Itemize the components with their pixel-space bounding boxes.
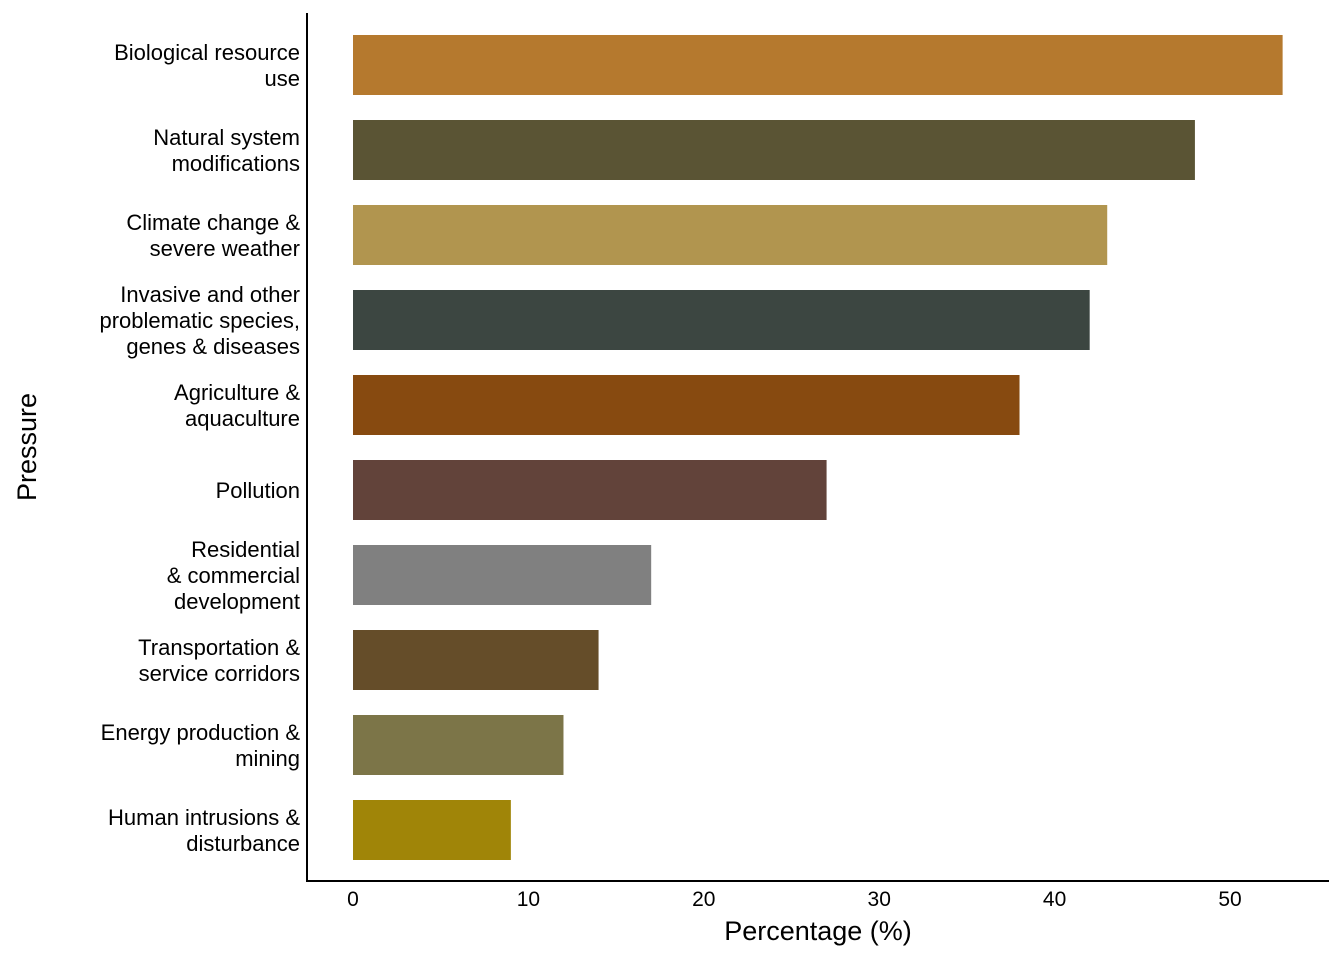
- x-axis-title: Percentage (%): [724, 916, 912, 946]
- category-label: Human intrusions &: [108, 805, 300, 830]
- bar: [353, 290, 1090, 350]
- bar: [353, 715, 564, 775]
- category-label: Residential: [191, 537, 300, 562]
- x-tick-label: 50: [1218, 888, 1241, 911]
- category-label: service corridors: [139, 661, 300, 686]
- category-label: Natural system: [153, 125, 300, 150]
- bar: [353, 35, 1283, 95]
- category-label: Pollution: [216, 478, 300, 503]
- bar: [353, 120, 1195, 180]
- category-label: Transportation &: [138, 635, 300, 660]
- bar: [353, 800, 511, 860]
- category-label: Climate change &: [126, 210, 300, 235]
- category-label: aquaculture: [185, 406, 300, 431]
- category-label: severe weather: [150, 236, 300, 261]
- x-tick-label: 20: [692, 888, 715, 911]
- bar: [353, 205, 1108, 265]
- bar: [353, 375, 1020, 435]
- category-label: Invasive and other: [120, 282, 300, 307]
- bar: [353, 545, 652, 605]
- category-label: Energy production &: [101, 720, 301, 745]
- bar: [353, 630, 599, 690]
- category-label: & commercial: [167, 563, 300, 588]
- category-label: use: [265, 66, 300, 91]
- x-tick-label: 10: [517, 888, 540, 911]
- category-label: modifications: [172, 151, 300, 176]
- category-label: disturbance: [186, 831, 300, 856]
- y-axis-title: Pressure: [12, 393, 42, 501]
- category-label: development: [174, 589, 300, 614]
- x-tick-label: 0: [347, 888, 359, 911]
- x-tick-label: 40: [1043, 888, 1066, 911]
- category-label: problematic species,: [99, 308, 300, 333]
- bar: [353, 460, 827, 520]
- category-label: genes & diseases: [126, 334, 300, 359]
- category-label: mining: [235, 746, 300, 771]
- category-label: Agriculture &: [174, 380, 300, 405]
- category-label: Biological resource: [114, 40, 300, 65]
- x-tick-label: 30: [868, 888, 891, 911]
